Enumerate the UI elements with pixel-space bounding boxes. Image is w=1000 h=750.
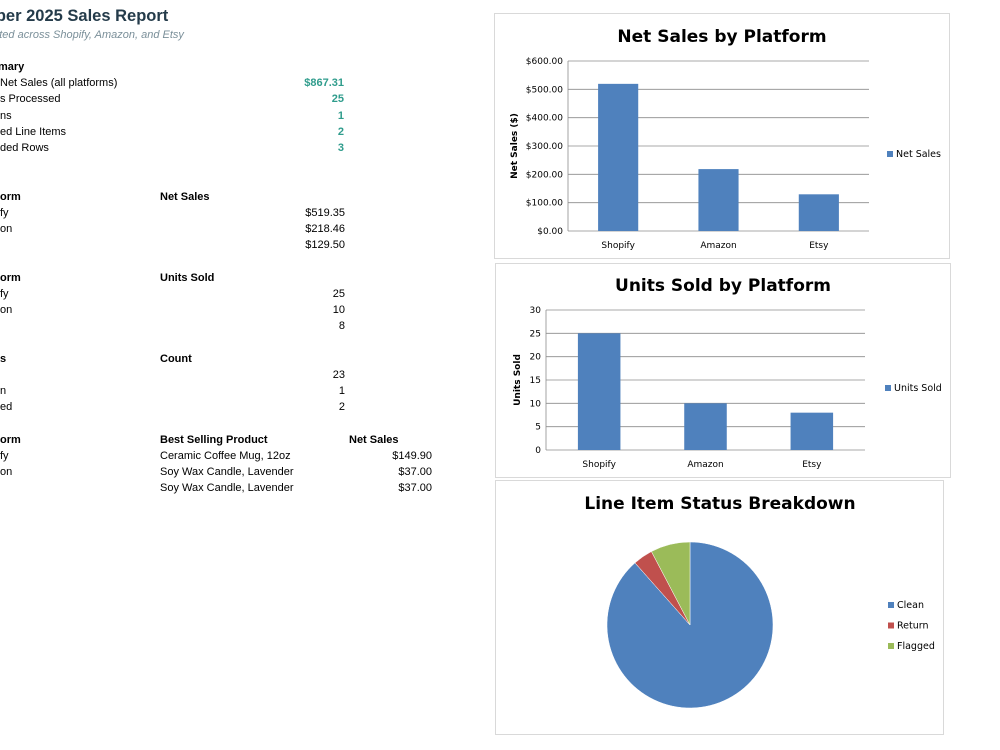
- table-header: orm: [0, 434, 21, 446]
- y-tick-label: $400.00: [526, 114, 563, 124]
- table-cell: ed: [0, 401, 13, 413]
- chart-title: Line Item Status Breakdown: [584, 494, 855, 514]
- y-axis-label: Units Sold: [513, 354, 523, 406]
- table-header: orm: [0, 191, 21, 203]
- net-sales-chart: Net Sales by Platform $0.00 $100.00 $200.00…: [510, 27, 941, 251]
- table-cell: $37.00: [398, 466, 432, 478]
- table-header: Units Sold: [160, 272, 215, 284]
- legend-label: Net Sales: [896, 149, 941, 160]
- legend-label: Units Sold: [894, 383, 942, 394]
- report-title: ember 2025 Sales Report: [0, 7, 169, 25]
- y-tick-label: $500.00: [526, 85, 563, 95]
- pie-slice: [651, 541, 691, 626]
- bar: [790, 412, 834, 450]
- table-cell: on: [0, 304, 13, 316]
- summary-label: Net Sales (all platforms): [0, 77, 118, 89]
- legend-swatch: [885, 385, 891, 391]
- table-cell: 10: [332, 304, 345, 316]
- table-cell: 8: [338, 320, 345, 332]
- x-tick-label: Etsy: [809, 241, 829, 251]
- table-cell: $218.46: [305, 223, 345, 235]
- table-cell: Soy Wax Candle, Lavender: [160, 466, 294, 478]
- table-cell: $149.90: [392, 450, 432, 462]
- y-tick-label: 5: [535, 423, 541, 433]
- y-tick-label: $0.00: [537, 227, 563, 237]
- bar: [798, 194, 839, 231]
- legend-swatch: [888, 643, 894, 649]
- table-header: s: [0, 353, 7, 365]
- summary-value: 2: [337, 126, 344, 138]
- table-cell: 23: [332, 369, 345, 381]
- legend-label: Return: [897, 621, 929, 632]
- y-tick-label: 15: [530, 376, 541, 386]
- x-tick-label: Etsy: [802, 460, 822, 470]
- report-sheet: ember 2025 Sales Report olidated across …: [0, 0, 490, 750]
- summary-value: 25: [331, 93, 344, 105]
- legend-swatch: [888, 602, 894, 608]
- legend-swatch: [887, 151, 893, 157]
- legend-label: Clean: [897, 600, 924, 611]
- bar: [598, 83, 639, 231]
- summary-label: ed Line Items: [0, 126, 67, 138]
- table-header: orm: [0, 272, 21, 284]
- table-cell: fy: [0, 450, 9, 462]
- table-cell: $129.50: [305, 239, 345, 251]
- units-sold-chart-panel[interactable]: Units Sold by Platform 0 5 10 15 20 25 30 Shopif…: [495, 263, 951, 478]
- units-sold-chart: Units Sold by Platform 0 5 10 15 20 25 30 Shopif…: [513, 276, 942, 470]
- table-header: Count: [160, 353, 192, 365]
- x-tick-label: Shopify: [601, 241, 635, 251]
- table-cell: 2: [338, 401, 345, 413]
- y-tick-label: $600.00: [526, 57, 563, 67]
- report-subtitle: olidated across Shopify, Amazon, and Ets…: [0, 29, 184, 41]
- table-cell: 25: [332, 288, 345, 300]
- table-cell: on: [0, 466, 13, 478]
- status-pie-chart-panel[interactable]: Line Item Status Breakdown Clean Return Fla…: [495, 480, 944, 735]
- x-tick-label: Amazon: [700, 241, 736, 251]
- summary-value: 3: [337, 142, 344, 154]
- x-tick-label: Amazon: [687, 460, 723, 470]
- legend-label: Flagged: [897, 641, 935, 652]
- y-tick-label: 25: [530, 329, 541, 339]
- table-cell: Ceramic Coffee Mug, 12oz: [160, 450, 291, 462]
- legend-swatch: [888, 622, 894, 629]
- table-header: Best Selling Product: [160, 434, 268, 446]
- y-tick-label: $200.00: [526, 170, 563, 180]
- table-header: Net Sales: [160, 191, 210, 203]
- table-cell: Soy Wax Candle, Lavender: [160, 482, 294, 494]
- chart-title: Net Sales by Platform: [617, 27, 826, 47]
- status-pie-chart: Line Item Status Breakdown Clean Return Fla…: [584, 494, 935, 709]
- table-cell: $519.35: [305, 207, 345, 219]
- table-header: Net Sales: [349, 434, 399, 446]
- summary-value: 1: [337, 110, 344, 122]
- y-tick-label: 0: [535, 446, 541, 456]
- bar: [684, 403, 727, 450]
- y-tick-label: 10: [530, 399, 542, 409]
- table-cell: $37.00: [398, 482, 432, 494]
- table-cell: fy: [0, 207, 9, 219]
- y-tick-label: $300.00: [526, 142, 563, 152]
- summary-heading: mary: [0, 61, 25, 73]
- summary-label: s Processed: [0, 93, 61, 105]
- bar: [577, 333, 621, 450]
- bar: [698, 169, 739, 231]
- net-sales-chart-panel[interactable]: Net Sales by Platform $0.00 $100.00 $200.00…: [494, 13, 950, 259]
- summary-label: ded Rows: [0, 142, 49, 154]
- y-tick-label: 30: [530, 306, 542, 316]
- summary-label: ns: [0, 110, 12, 122]
- y-axis-label: Net Sales ($): [510, 113, 520, 179]
- x-tick-label: Shopify: [582, 460, 616, 470]
- table-cell: on: [0, 223, 13, 235]
- table-cell: 1: [338, 385, 345, 397]
- table-cell: fy: [0, 288, 9, 300]
- y-tick-label: $100.00: [526, 199, 563, 209]
- summary-value: $867.31: [304, 77, 344, 89]
- y-tick-label: 20: [530, 353, 542, 363]
- table-cell: n: [0, 385, 7, 397]
- chart-title: Units Sold by Platform: [615, 276, 831, 296]
